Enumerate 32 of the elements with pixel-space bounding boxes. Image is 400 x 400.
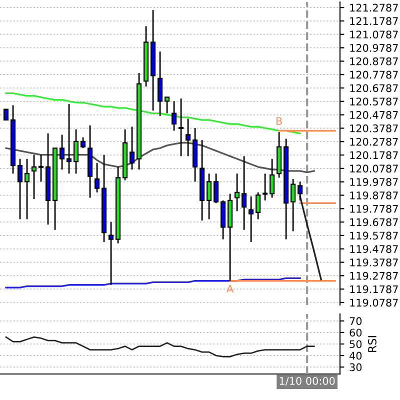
y-tick-label: 120.4787	[350, 111, 398, 119]
y-tick-label: 70	[350, 317, 362, 326]
y-tick-label: 119.3787	[350, 258, 398, 266]
y-tick-label: 40	[350, 352, 362, 360]
y-tick-label: 119.0787	[350, 298, 398, 307]
y-tick-label: 121.2787	[350, 4, 398, 12]
y-axis-title: RSI	[368, 336, 376, 352]
y-tick-label: 119.6787	[350, 218, 398, 226]
y-tick-label: 119.8787	[350, 191, 398, 200]
y-tick-label: 119.7787	[350, 204, 398, 213]
y-tick-label: 121.0787	[350, 30, 398, 38]
y-tick-label: 120.3787	[350, 124, 398, 132]
y-tick-label: 120.7787	[350, 70, 398, 79]
y-tick-label: 119.1787	[350, 285, 398, 294]
y-tick-label: 121.1787	[350, 17, 398, 26]
y-tick-label: 120.8787	[350, 57, 398, 66]
y-tick-label: 119.2787	[350, 272, 398, 280]
y-tick-label: 30	[350, 363, 362, 372]
y-tick-label: 120.2787	[350, 138, 398, 146]
y-tick-label: 120.6787	[350, 84, 398, 92]
y-tick-label: 50	[350, 340, 362, 348]
y-tick-label: 119.4787	[350, 245, 398, 253]
y-tick-label: 120.0787	[350, 164, 398, 173]
y-tick-label: 120.5787	[350, 98, 398, 106]
y-tick-label: 119.5787	[350, 232, 398, 240]
y-tick-label: 120.1787	[350, 151, 398, 160]
y-tick-label: 120.9787	[350, 44, 398, 52]
series-label: A	[226, 284, 234, 292]
series-label: B	[276, 117, 282, 125]
y-tick-label: 60	[350, 328, 362, 337]
y-tick-label: 119.9787	[350, 178, 398, 186]
x-tick-label: 1/10 00:00	[280, 376, 335, 386]
